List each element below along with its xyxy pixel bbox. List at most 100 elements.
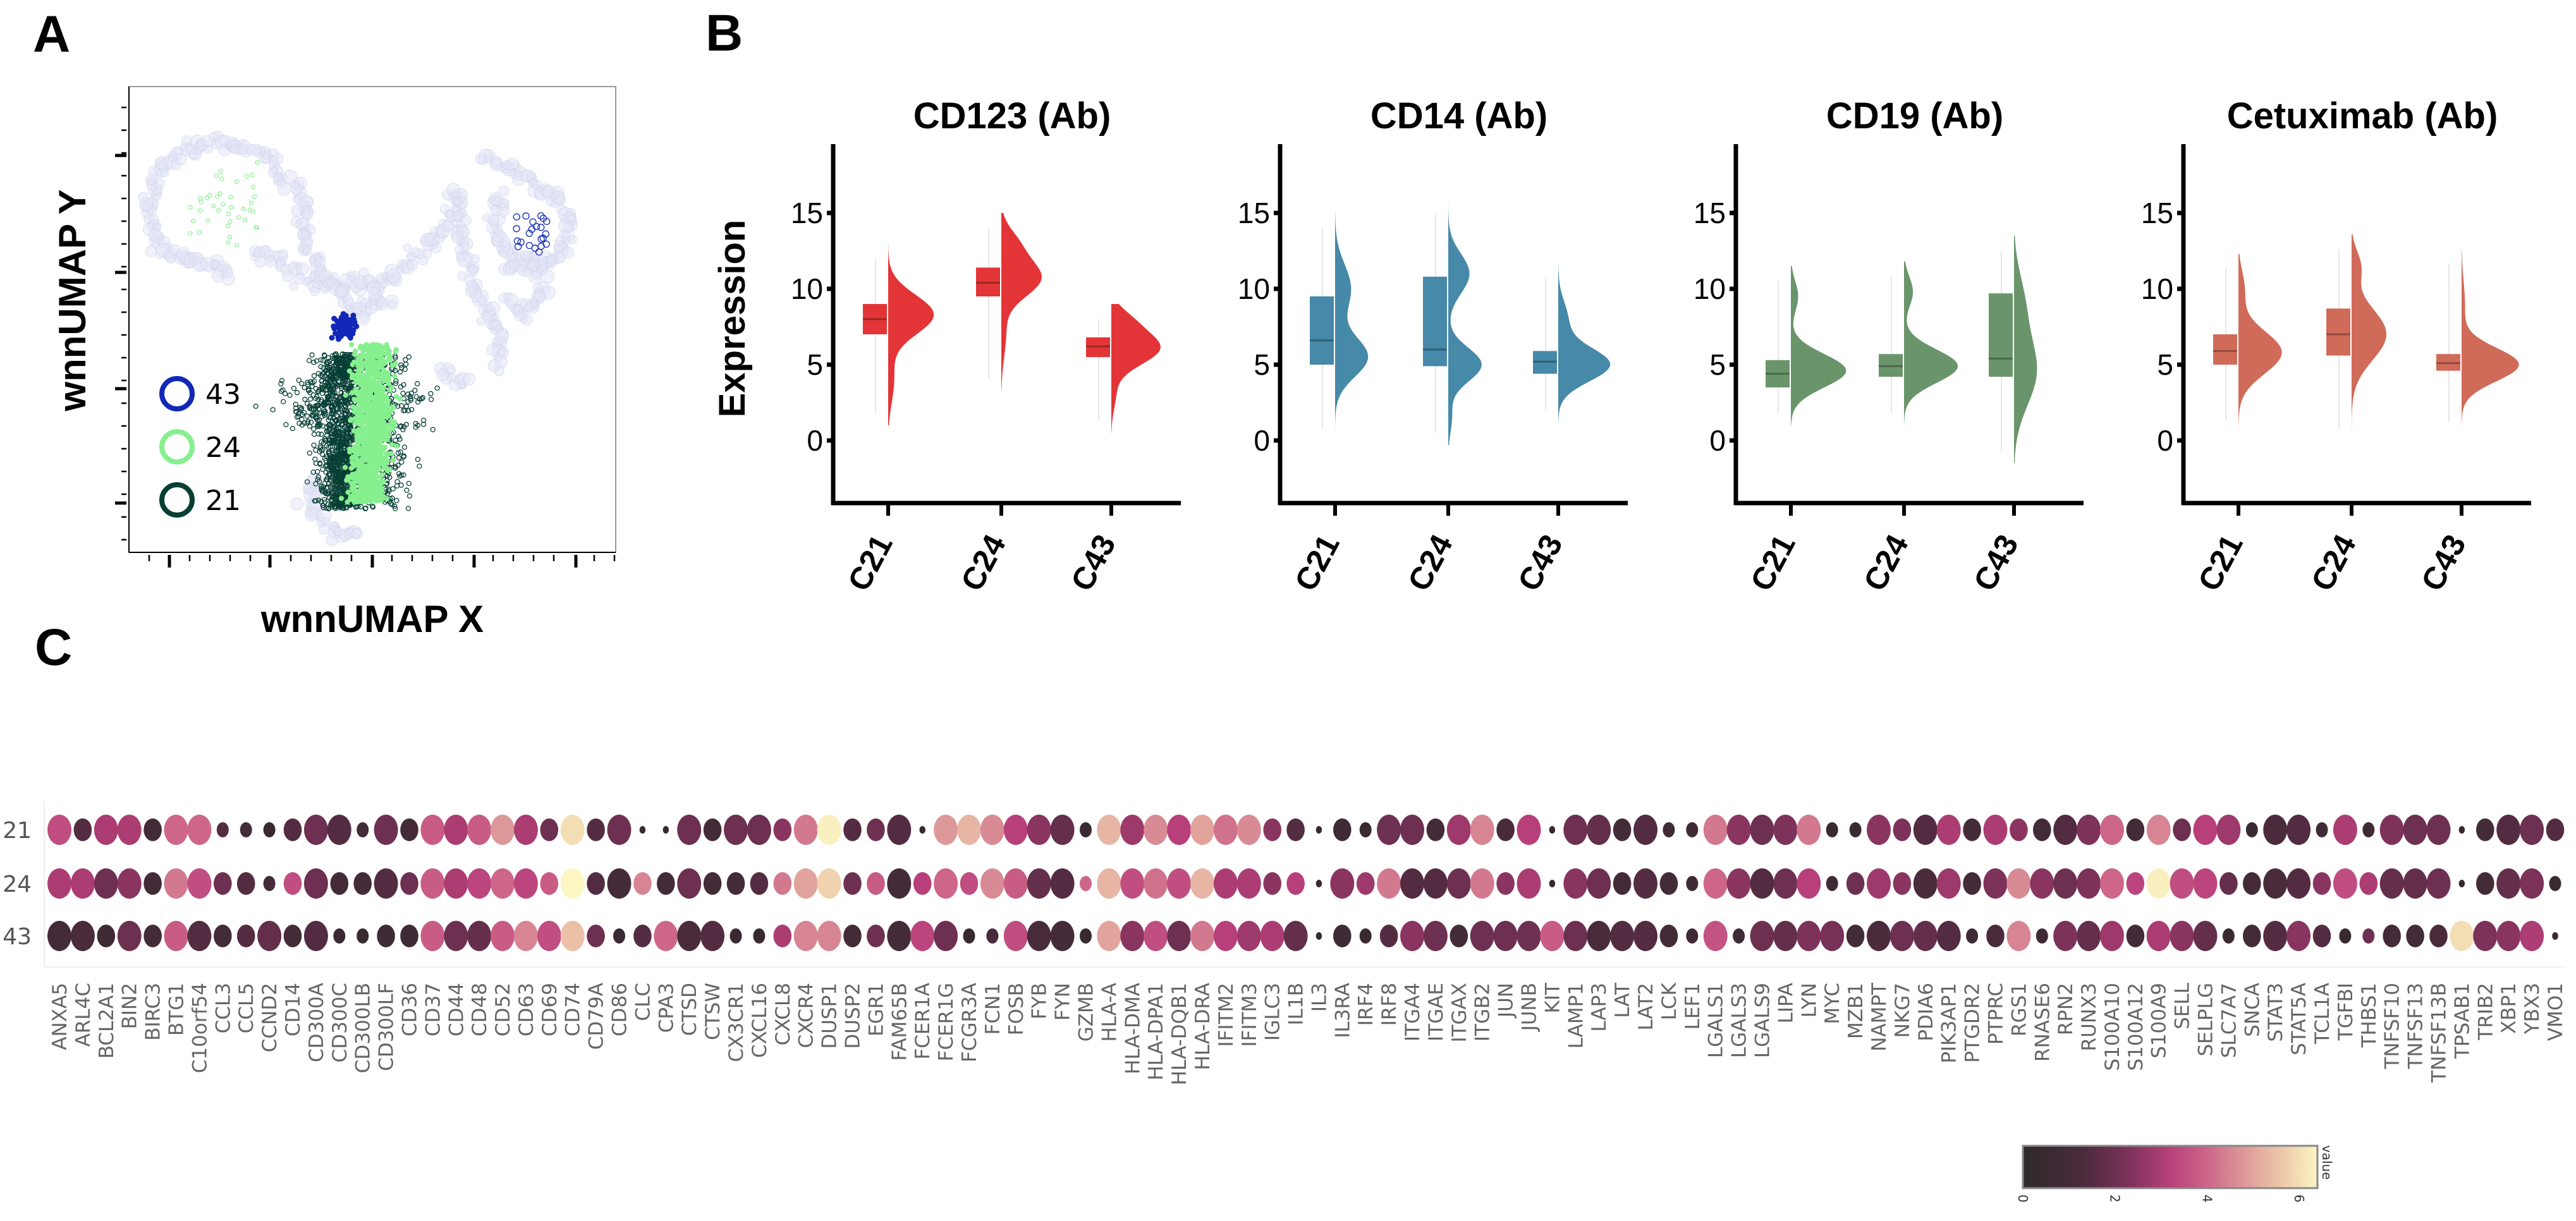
umap-point-cluster-21 [319,413,325,420]
dot-LAP3-24 [1587,868,1611,899]
dot-JUNB-43 [1517,921,1541,951]
umap-point-cluster-21 [299,422,305,428]
dot-PTPRC-24 [1983,868,2008,899]
dot-PTGDR2-43 [1966,928,1979,944]
dot-CTSD-24 [677,868,702,899]
gene-label: GZMB [1075,983,1098,1042]
violin-x-tick-label: C43 [2414,529,2473,597]
umap-point-cluster-21 [320,371,326,377]
dot-CCL5-43 [236,925,255,947]
dot-SELPLG-43 [2193,921,2218,951]
umap-point-cluster-21 [306,358,312,363]
dot-FOSB-43 [1003,921,1028,951]
dot-FAM65B-21 [887,815,912,845]
violin-group-C24: C24 [1857,261,1958,597]
dot-BIRC3-21 [143,818,162,841]
dot-BIRC3-43 [143,925,162,947]
dot-HLA-DRA-21 [1190,815,1214,845]
umap-point-cluster-24 [362,432,369,437]
umap-point-cluster-21 [398,424,403,430]
violin-box [1310,296,1334,365]
violin-shape [1791,266,1847,425]
panel-label-c: C [35,619,72,676]
gene-label: SLC7A7 [2218,983,2240,1058]
dot-IL3-24 [1315,880,1322,887]
umap-point-cluster-21 [320,387,327,393]
dot-CLC-43 [633,925,652,947]
gene-label: LYN [1798,983,1821,1018]
gene-label: TPSAB1 [2451,983,2474,1059]
umap-background-point [296,262,309,276]
dot-ITGAX-24 [1446,868,1471,899]
dot-LAMP1-43 [1563,921,1588,951]
violin-y-tick-label: 5 [1709,348,1726,381]
umap-point-cluster-24 [347,449,353,455]
gene-label: PTPRC [1985,983,2008,1045]
umap-background-point [527,259,539,272]
dot-HLA-A-43 [1097,921,1121,951]
dot-LCK-24 [1659,872,1678,895]
dot-FCGR3A-24 [960,872,979,895]
umap-point-cluster-24 [372,485,378,491]
gene-label: CD14 [282,983,305,1036]
umap-point-cluster-21 [317,443,323,449]
dot-LCK-43 [1659,925,1678,947]
dot-XBP1-24 [2496,868,2521,899]
umap-point-cluster-43 [345,324,351,330]
dot-CPA3-43 [654,921,678,951]
dot-ITGAE-21 [1426,818,1445,841]
umap-point-cluster-21 [333,432,339,438]
dot-TCL1A-24 [2312,872,2331,895]
dot-MZB1-21 [1849,822,1862,837]
dot-CD44-21 [444,815,468,845]
dot-BCL2A1-24 [94,868,118,899]
gene-label: XBP1 [2498,983,2520,1034]
umap-point-cluster-24 [351,351,358,357]
gene-label: LEF1 [1682,983,1704,1030]
umap-background-point [318,523,330,535]
dot-JUN-43 [1493,921,1518,951]
dot-VMO1-21 [2546,818,2565,841]
gene-label: ANXA5 [49,983,71,1050]
gene-label: CXCL8 [772,983,795,1045]
dot-IL1B-24 [1286,872,1305,895]
gene-label: CTSD [678,983,701,1036]
umap-background-point [498,293,510,304]
dot-CD79A-24 [587,872,605,895]
umap-point-cluster-24 [354,360,360,365]
umap-point-cluster-24 [377,453,384,459]
umap-point-cluster-21 [418,396,425,402]
dot-PDIA6-24 [1913,868,1938,899]
violin-shape [1335,213,1369,440]
dot-CCL3-43 [214,925,232,947]
violin-box [1423,276,1447,367]
umap-background-point [145,174,157,186]
gene-label: CD48 [468,983,491,1036]
dot-CD74-21 [560,815,585,845]
umap-point-cluster-24 [338,495,345,501]
dot-SLC7A7-21 [2216,815,2241,845]
dot-CD37-24 [420,868,445,899]
dot-FYN-21 [1050,815,1075,845]
dot-CXCR4-43 [793,921,818,951]
gene-label: LGALS3 [1728,983,1751,1058]
umap-point-cluster-21 [299,380,305,387]
umap-point-cluster-21 [405,399,411,404]
dot-RNASE6-21 [2033,818,2051,841]
umap-point-cluster-21 [310,469,316,475]
dot-CXCL16-43 [753,928,766,944]
dot-LGALS3-43 [1733,928,1745,944]
umap-point-cluster-21 [316,422,322,428]
umap-point-cluster-21 [396,455,402,461]
umap-background-point [554,194,566,206]
dot-CTSD-43 [677,921,702,951]
umap-point-cluster-21 [299,416,305,422]
umap-point-cluster-21 [302,396,308,402]
dot-DUSP2-24 [843,872,862,895]
dot-HLA-DQB1-21 [1167,815,1192,845]
dot-FCER1G-21 [934,815,958,845]
umap-point-cluster-21 [434,385,440,391]
dot-ITGAX-21 [1446,815,1471,845]
colorbar-gradient [2022,1145,2319,1189]
dot-FCER1A-24 [913,872,932,895]
